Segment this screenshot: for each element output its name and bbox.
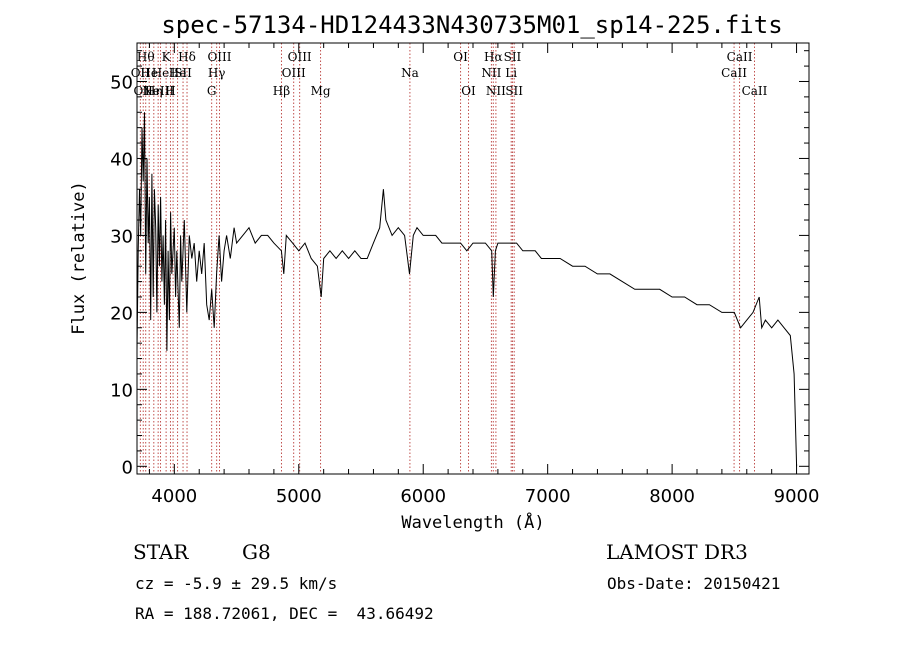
line-label-neiii: NeIII [142,84,174,98]
x-tick-label: 5000 [276,486,322,507]
observation-date: Obs-Date: 20150421 [607,574,781,593]
redshift-info: cz = -5.9 ± 29.5 km/s [135,574,338,593]
line-label-he: He [140,66,158,80]
line-label-sii: SII [174,66,192,80]
line-label-oiii: OIII [207,50,231,64]
line-label-nii: NII [481,66,501,80]
emission-line-labels: OIIOIIHθHeHηNeIIIHeKHIHeSIIHδGHγOIIIHβOI… [131,50,768,98]
line-label-hγ: Hγ [208,66,226,80]
line-label-k: K [162,50,172,64]
object-subclass: G8 [242,540,271,564]
line-label-oiii: OIII [282,66,306,80]
line-label-na: Na [401,66,419,80]
y-tick-label: 0 [122,457,133,478]
y-tick-label: 10 [110,380,133,401]
y-tick-label: 50 [110,72,133,93]
survey-name: LAMOST DR3 [606,540,748,564]
line-label-caii: CaII [721,66,747,80]
emission-line-markers [139,43,755,474]
x-tick-label: 4000 [151,486,197,507]
line-label-oiii: OIII [288,50,312,64]
object-class: STAR [133,540,189,564]
line-label-mg: Mg [311,84,331,98]
line-label-oii: OII [134,84,154,98]
y-axis-ticks: 0 10 20 30 40 50 [110,50,809,478]
line-label-caii: CaII [727,50,753,64]
coordinates: RA = 188.72061, DEC = 43.66492 [135,604,434,623]
x-tick-label: 7000 [525,486,571,507]
chart-title: spec-57134-HD124433N430735M01_sp14-225.f… [161,11,782,39]
spectrum-chart: spec-57134-HD124433N430735M01_sp14-225.f… [69,11,820,533]
line-label-nii: NII [486,84,506,98]
x-tick-label: 8000 [649,486,695,507]
line-label-hθ: Hθ [137,50,155,64]
x-tick-label: 9000 [774,486,820,507]
y-tick-label: 30 [110,226,133,247]
line-label-h: H [165,84,175,98]
line-label-hβ: Hβ [273,84,290,98]
x-axis-ticks: 4000 5000 6000 7000 8000 9000 [148,43,820,507]
line-label-he: He [152,66,170,80]
flux-series-line [136,112,798,467]
line-label-oi: OI [461,84,476,98]
x-axis-label: Wavelength (Å) [401,511,544,533]
y-tick-label: 20 [110,303,133,324]
line-label-he: He [169,66,187,80]
x-tick-label: 6000 [400,486,446,507]
line-label-li: Li [505,66,517,80]
line-label-hα: Hα [484,50,503,64]
line-label-caii: CaII [742,84,768,98]
line-label-sii: SII [504,50,522,64]
line-label-hδ: Hδ [178,50,196,64]
line-label-g: G [207,84,217,98]
y-tick-label: 40 [110,149,133,170]
line-label-hη: Hη [145,84,163,98]
y-axis-label: Flux (relative) [69,181,89,335]
line-label-oii: OII [131,66,151,80]
line-label-sii: SII [505,84,523,98]
line-label-i: I [171,66,176,80]
plot-frame [136,42,810,475]
line-label-oi: OI [453,50,468,64]
